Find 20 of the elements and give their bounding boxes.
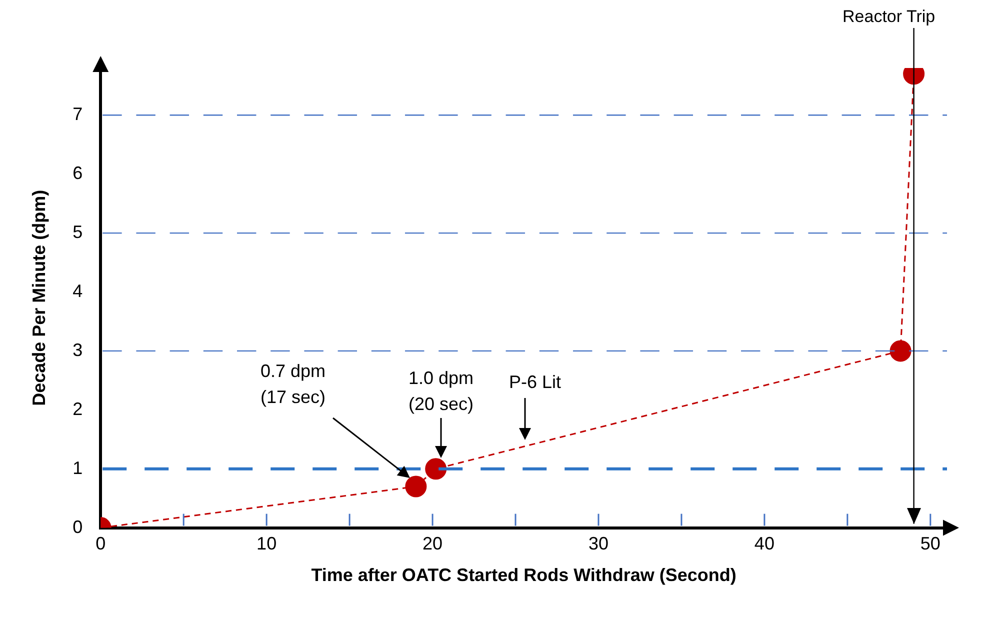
y-axis-title: Decade Per Minute (dpm): [28, 190, 49, 406]
x-tick-label: 10: [256, 534, 277, 554]
annotation: 1.0 dpm (20 sec): [408, 368, 474, 414]
y-tick-label: 2: [72, 398, 83, 419]
y-tick-label: 3: [72, 340, 83, 360]
x-tick-label: 50: [920, 534, 940, 554]
y-tick-label: 0: [72, 516, 83, 537]
y-tick-label: 6: [72, 163, 83, 184]
y-tick-label: 7: [72, 104, 83, 124]
y-tick-label: 5: [72, 222, 83, 242]
annotation: P-6 Lit: [508, 372, 562, 392]
y-tick-label: 4: [72, 280, 83, 301]
x-tick-label: 0: [96, 534, 106, 554]
x-tick-label: 40: [754, 534, 774, 554]
annotation: 0.7 dpm (17 sec): [260, 360, 326, 407]
x-axis-title: Time after OATC Started Rods Withdraw (Second): [311, 565, 736, 586]
x-tick-label: 20: [422, 534, 443, 554]
ref-line-label: Reactor Trip: [842, 7, 936, 26]
x-tick-label: 30: [588, 534, 608, 554]
y-tick-label: 1: [72, 458, 83, 478]
